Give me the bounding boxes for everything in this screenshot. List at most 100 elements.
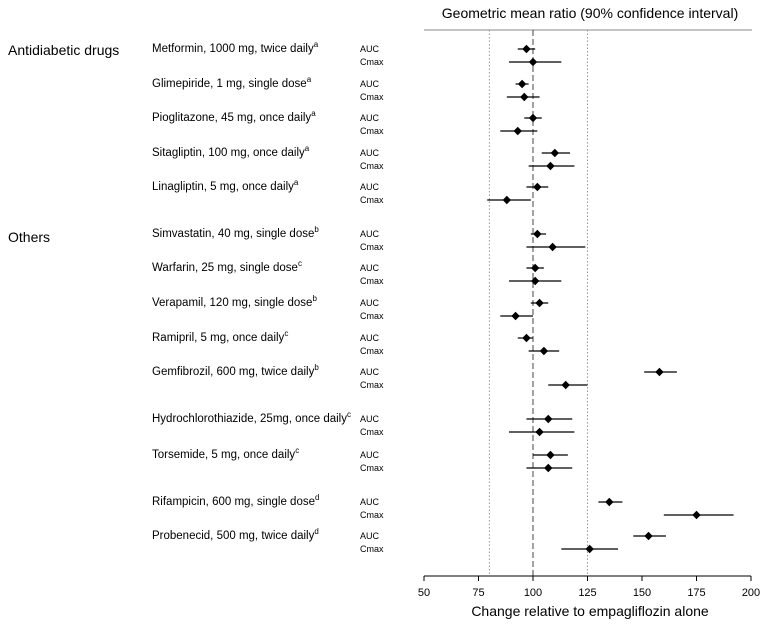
point-estimate — [605, 497, 614, 507]
point-estimate — [692, 510, 701, 520]
point-estimate — [535, 298, 544, 308]
drug-rows: Metformin, 1000 mg, twice dailya AUCCmaxG… — [152, 40, 734, 554]
point-estimate — [546, 450, 555, 460]
drug-block: Probenecid, 500 mg, twice dailyd AUC Cmax — [152, 527, 666, 554]
drug-block: Gemfibrozil, 600 mg, twice dailyb AUC Cmax — [152, 363, 677, 390]
drug-footnote-marker: b — [314, 225, 319, 234]
drug-footnote-marker: a — [314, 40, 319, 49]
point-estimate — [517, 79, 527, 89]
x-tick-label: 175 — [687, 587, 705, 599]
drug-footnote-marker: d — [314, 527, 318, 536]
point-estimate — [513, 126, 522, 136]
param-label: Cmax — [360, 346, 384, 356]
point-estimate — [644, 531, 653, 541]
x-tick-label: 150 — [633, 587, 651, 599]
param-label: AUC — [360, 229, 380, 239]
group-labels: Antidiabetic drugs Others — [8, 42, 119, 245]
drug-footnote-marker: c — [284, 329, 288, 338]
param-label: AUC — [360, 367, 380, 377]
group-label: Others — [8, 229, 50, 245]
point-estimate — [585, 544, 594, 554]
drug-block: Verapamil, 120 mg, single doseb AUC Cmax — [152, 294, 549, 321]
param-label: AUC — [360, 79, 380, 89]
param-label: AUC — [360, 113, 380, 123]
group-label: Antidiabetic drugs — [8, 42, 119, 58]
param-label: Cmax — [360, 427, 384, 437]
point-estimate — [550, 148, 559, 158]
drug-name: Metformin, 1000 mg, twice dailya — [152, 40, 319, 55]
point-estimate — [561, 380, 570, 390]
drug-footnote-marker: c — [295, 446, 299, 455]
param-label: AUC — [360, 497, 380, 507]
param-label: Cmax — [360, 195, 384, 205]
drug-footnote-marker: c — [347, 410, 351, 419]
point-estimate — [655, 367, 664, 377]
point-estimate — [520, 92, 529, 102]
drug-name: Verapamil, 120 mg, single doseb — [152, 294, 317, 309]
param-label: AUC — [360, 298, 380, 308]
drug-name: Sitagliptin, 100 mg, once dailya — [152, 144, 310, 159]
point-estimate — [528, 113, 538, 123]
param-label: AUC — [360, 44, 380, 54]
param-label: AUC — [360, 450, 380, 460]
drug-name: Hydrochlorothiazide, 25mg, once dailyc — [152, 410, 351, 425]
drug-name: Glimepiride, 1 mg, single dosea — [152, 75, 312, 90]
point-estimate — [535, 427, 544, 437]
drug-block: Ramipril, 5 mg, once dailyc AUC Cmax — [152, 329, 560, 356]
point-estimate — [533, 229, 542, 239]
drug-footnote-marker: a — [305, 144, 310, 153]
param-label: AUC — [360, 263, 380, 273]
point-estimate — [522, 333, 531, 343]
point-estimate — [544, 463, 553, 473]
point-estimate — [530, 276, 540, 286]
param-label: Cmax — [360, 92, 384, 102]
point-estimate — [530, 263, 540, 273]
drug-block: Torsemide, 5 mg, once dailyc AUC Cmax — [152, 446, 573, 473]
drug-footnote-marker: a — [307, 75, 312, 84]
drug-footnote-marker: d — [315, 493, 319, 502]
drug-name: Gemfibrozil, 600 mg, twice dailyb — [152, 363, 319, 378]
point-estimate — [502, 195, 512, 205]
drug-block: Sitagliptin, 100 mg, once dailya AUC Cmax — [152, 144, 575, 171]
param-label: AUC — [360, 414, 380, 424]
drug-name: Pioglitazone, 45 mg, once dailya — [152, 109, 316, 124]
point-estimate — [539, 346, 549, 356]
drug-footnote-marker: b — [312, 294, 317, 303]
drug-footnote-marker: b — [314, 363, 319, 372]
x-axis-label: Change relative to empagliflozin alone — [471, 603, 709, 619]
x-tick-label: 200 — [742, 587, 760, 599]
drug-name: Warfarin, 25 mg, single dosec — [152, 259, 302, 274]
drug-block: Hydrochlorothiazide, 25mg, once dailyc AU… — [152, 410, 575, 437]
x-axis: 50 75 100 125 150 175 200 — [418, 575, 760, 599]
param-label: Cmax — [360, 544, 384, 554]
param-label: AUC — [360, 182, 380, 192]
point-estimate — [544, 414, 553, 424]
drug-footnote-marker: a — [294, 178, 299, 187]
drug-name: Rifampicin, 600 mg, single dosed — [152, 493, 319, 508]
drug-name: Ramipril, 5 mg, once dailyc — [152, 329, 288, 344]
param-label: Cmax — [360, 161, 384, 171]
param-label: AUC — [360, 333, 380, 343]
drug-footnote-marker: c — [298, 259, 302, 268]
point-estimate — [533, 182, 542, 192]
drug-block: Glimepiride, 1 mg, single dosea AUC Cmax — [152, 75, 540, 102]
drug-block: Pioglitazone, 45 mg, once dailya AUC Cmax — [152, 109, 542, 136]
drug-block: Linagliptin, 5 mg, once dailya AUC Cmax — [152, 178, 549, 205]
param-label: Cmax — [360, 242, 384, 252]
x-tick-label: 50 — [418, 587, 430, 599]
point-estimate — [522, 44, 531, 54]
param-label: AUC — [360, 531, 380, 541]
x-tick-label: 125 — [578, 587, 596, 599]
drug-name: Probenecid, 500 mg, twice dailyd — [152, 527, 319, 542]
param-label: Cmax — [360, 276, 384, 286]
param-label: Cmax — [360, 510, 384, 520]
drug-name: Torsemide, 5 mg, once dailyc — [152, 446, 299, 461]
param-label: Cmax — [360, 126, 384, 136]
drug-name: Simvastatin, 40 mg, single doseb — [152, 225, 319, 240]
drug-block: Rifampicin, 600 mg, single dosed AUC Cmax — [152, 493, 734, 520]
drug-block: Metformin, 1000 mg, twice dailya AUC Cmax — [152, 40, 562, 67]
point-estimate — [546, 161, 555, 171]
param-label: Cmax — [360, 463, 384, 473]
param-label: Cmax — [360, 380, 384, 390]
